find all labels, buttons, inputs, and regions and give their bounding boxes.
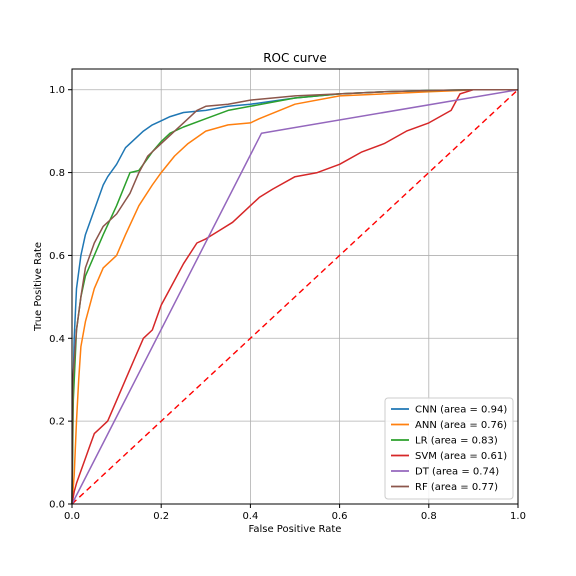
legend-label: DT (area = 0.74): [415, 467, 499, 478]
x-tick-label: 0.6: [332, 511, 348, 522]
x-tick-label: 0.8: [421, 511, 437, 522]
series-group: [71, 88, 519, 505]
legend: CNN (area = 0.94) ANN (area = 0.76) LR (ar…: [384, 397, 514, 500]
series-line-6: [71, 88, 518, 505]
grid: [71, 69, 519, 505]
x-tick-label: 0.0: [64, 511, 80, 522]
x-tick-label: 0.2: [153, 511, 169, 522]
series-line-2: [71, 88, 518, 505]
y-tick-label: 1.0: [49, 85, 65, 96]
legend-label: LR (area = 0.83): [415, 436, 498, 447]
y-axis-label: True Positive Rate: [33, 242, 44, 332]
y-tick-label: 0.8: [49, 168, 65, 179]
x-axis-label: False Positive Rate: [249, 524, 342, 535]
chart-title: ROC curve: [263, 51, 327, 65]
plot-frame: [71, 68, 519, 505]
y-tick-label: 0.4: [49, 334, 65, 345]
ticks: 0.0 0.2 0.4 0.6 0.8 1.0 0.0 0.2 0.4 0.6 0.8 1.0: [49, 85, 526, 522]
legend-label: ANN (area = 0.76): [415, 420, 507, 431]
y-tick-label: 0.0: [49, 500, 65, 511]
chance-line: [71, 89, 519, 505]
y-tick-label: 0.6: [49, 251, 65, 262]
legend-label: SVM (area = 0.61): [415, 451, 507, 462]
x-tick-label: 1.0: [510, 511, 526, 522]
legend-box: [384, 397, 514, 500]
legend-label: RF (area = 0.77): [415, 482, 498, 493]
y-tick-label: 0.2: [49, 417, 65, 428]
series-line-5: [71, 88, 519, 505]
legend-label: CNN (area = 0.94): [415, 405, 507, 416]
x-tick-label: 0.4: [242, 511, 258, 522]
series-line-4: [71, 88, 518, 505]
chance-line-group: [71, 89, 519, 505]
